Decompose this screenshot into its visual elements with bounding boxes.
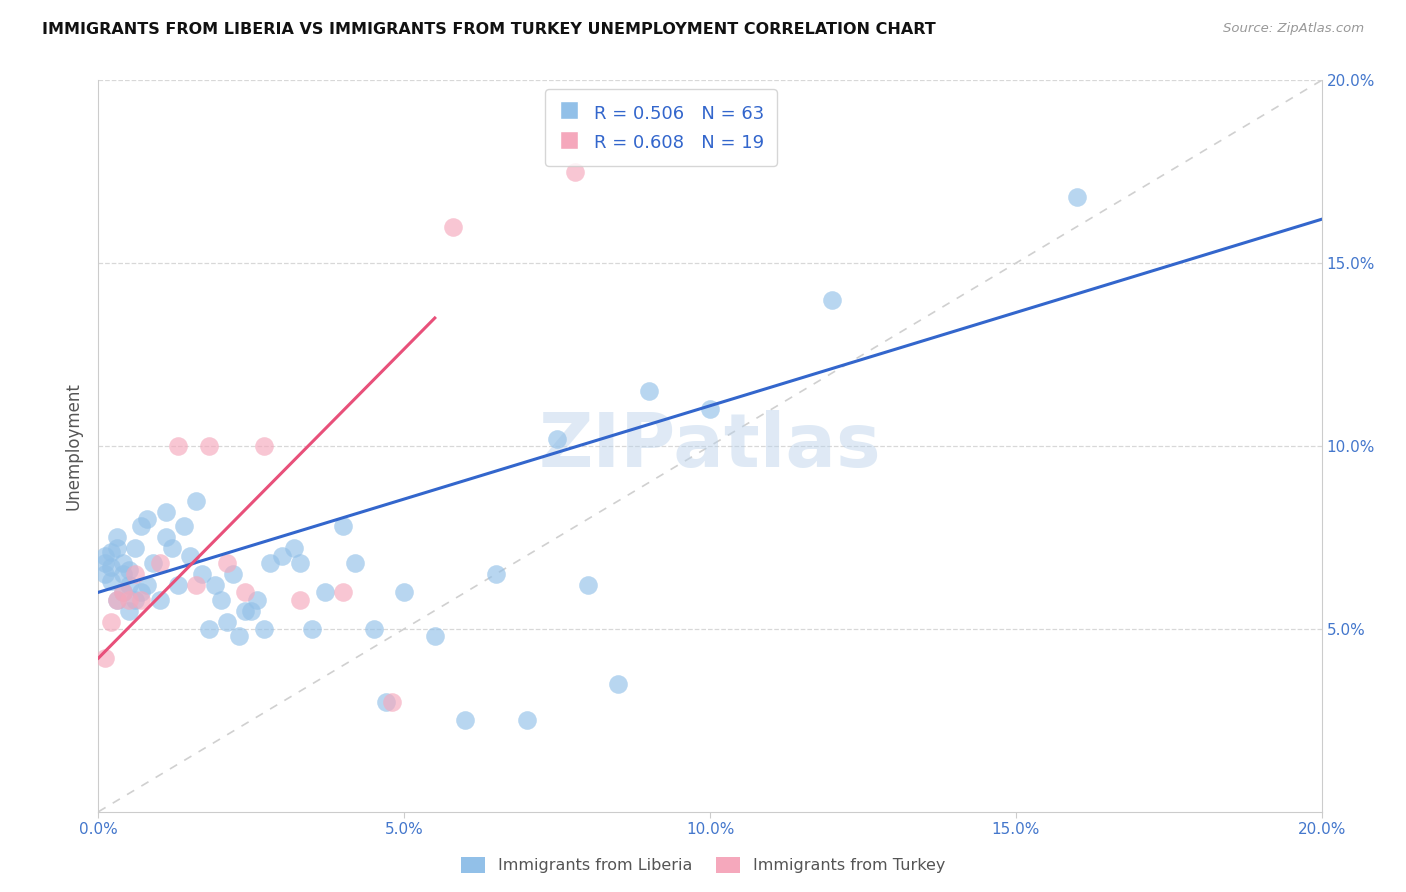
- Point: [136, 512, 159, 526]
- Point: [485, 567, 508, 582]
- Point: [105, 592, 128, 607]
- Point: [454, 714, 477, 728]
- Point: [100, 574, 122, 589]
- Point: [129, 585, 152, 599]
- Point: [332, 585, 354, 599]
- Point: [111, 585, 134, 599]
- Point: [186, 493, 208, 508]
- Point: [204, 578, 226, 592]
- Point: [100, 545, 122, 559]
- Y-axis label: Unemployment: Unemployment: [65, 382, 83, 510]
- Point: [252, 439, 274, 453]
- Text: Source: ZipAtlas.com: Source: ZipAtlas.com: [1223, 22, 1364, 36]
- Point: [374, 695, 396, 709]
- Point: [111, 585, 134, 599]
- Point: [197, 439, 219, 453]
- Point: [124, 592, 146, 607]
- Point: [252, 622, 274, 636]
- Point: [111, 556, 134, 570]
- Point: [142, 556, 165, 570]
- Point: [381, 695, 404, 709]
- Point: [637, 384, 661, 399]
- Point: [821, 293, 844, 307]
- Point: [191, 567, 214, 582]
- Point: [546, 432, 568, 446]
- Point: [301, 622, 323, 636]
- Point: [240, 603, 263, 617]
- Point: [118, 603, 141, 617]
- Point: [259, 556, 281, 570]
- Point: [129, 592, 152, 607]
- Point: [118, 578, 141, 592]
- Point: [149, 592, 172, 607]
- Point: [173, 519, 195, 533]
- Point: [197, 622, 219, 636]
- Point: [363, 622, 385, 636]
- Point: [576, 578, 599, 592]
- Point: [186, 578, 208, 592]
- Point: [441, 219, 464, 234]
- Point: [344, 556, 367, 570]
- Point: [118, 563, 141, 577]
- Legend: R = 0.506   N = 63, R = 0.608   N = 19: R = 0.506 N = 63, R = 0.608 N = 19: [546, 89, 778, 166]
- Point: [607, 676, 630, 690]
- Point: [93, 567, 115, 582]
- Text: ZIPatlas: ZIPatlas: [538, 409, 882, 483]
- Point: [155, 530, 177, 544]
- Point: [167, 578, 190, 592]
- Point: [233, 603, 256, 617]
- Point: [105, 592, 128, 607]
- Text: IMMIGRANTS FROM LIBERIA VS IMMIGRANTS FROM TURKEY UNEMPLOYMENT CORRELATION CHART: IMMIGRANTS FROM LIBERIA VS IMMIGRANTS FR…: [42, 22, 936, 37]
- Point: [155, 505, 177, 519]
- Point: [246, 592, 269, 607]
- Point: [270, 549, 292, 563]
- Point: [290, 592, 312, 607]
- Legend: Immigrants from Liberia, Immigrants from Turkey: Immigrants from Liberia, Immigrants from…: [454, 850, 952, 880]
- Point: [124, 567, 146, 582]
- Point: [149, 556, 172, 570]
- Point: [129, 519, 152, 533]
- Point: [179, 549, 201, 563]
- Point: [209, 592, 232, 607]
- Point: [136, 578, 159, 592]
- Point: [93, 556, 115, 570]
- Point: [1066, 190, 1088, 204]
- Point: [215, 556, 238, 570]
- Point: [392, 585, 416, 599]
- Point: [124, 541, 146, 556]
- Point: [160, 541, 183, 556]
- Point: [93, 651, 115, 665]
- Point: [290, 556, 312, 570]
- Point: [100, 615, 122, 629]
- Point: [516, 714, 538, 728]
- Point: [233, 585, 256, 599]
- Point: [105, 541, 128, 556]
- Point: [228, 629, 250, 643]
- Point: [283, 541, 305, 556]
- Point: [314, 585, 336, 599]
- Point: [111, 567, 134, 582]
- Point: [93, 549, 115, 563]
- Point: [100, 559, 122, 574]
- Point: [167, 439, 190, 453]
- Point: [699, 402, 721, 417]
- Point: [423, 629, 446, 643]
- Point: [105, 530, 128, 544]
- Point: [118, 592, 141, 607]
- Point: [222, 567, 245, 582]
- Point: [332, 519, 354, 533]
- Point: [564, 165, 586, 179]
- Point: [215, 615, 238, 629]
